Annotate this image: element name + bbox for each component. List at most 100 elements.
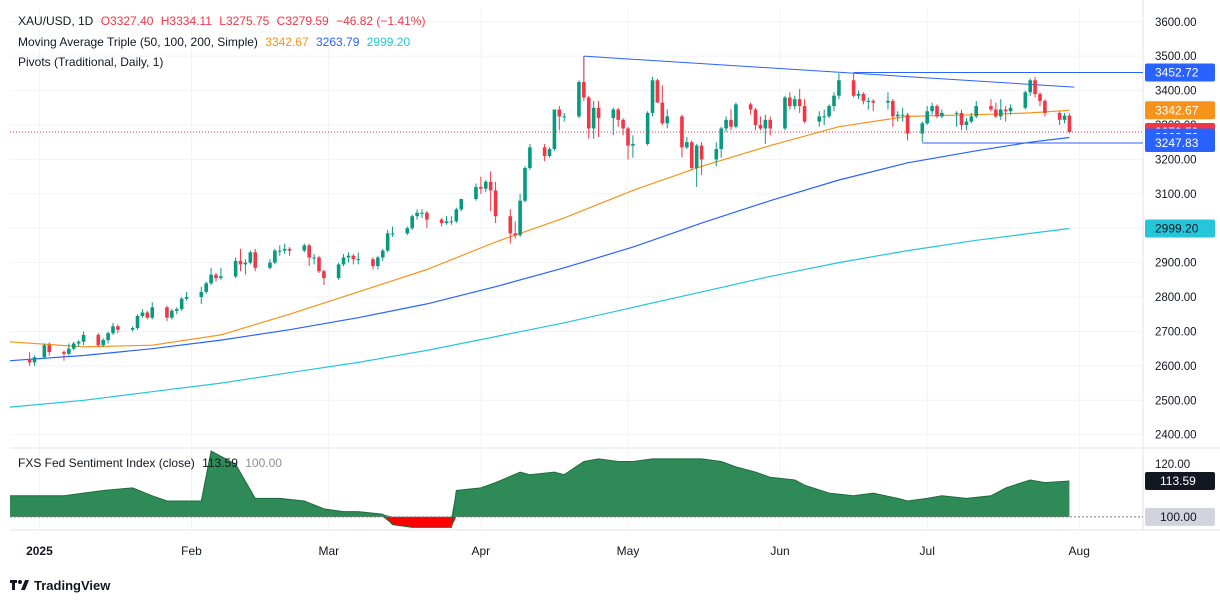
candle-body [1008, 107, 1013, 112]
sentiment-value: 113.59 [202, 456, 238, 470]
candle-body [165, 307, 169, 318]
tradingview-logo-text: TradingView [34, 578, 111, 593]
candle-body [47, 345, 52, 353]
candle-body [645, 112, 650, 144]
candle-body [425, 212, 429, 220]
candle-body [380, 250, 385, 258]
candle-body [479, 186, 483, 189]
tradingview-logo[interactable]: TradingView [10, 578, 110, 593]
candle-body [900, 114, 905, 116]
candle-body [964, 121, 969, 125]
candle-body [268, 262, 272, 268]
candle-body [277, 250, 282, 252]
candle-body [998, 109, 1003, 117]
candle-body [150, 307, 155, 318]
sentiment-title: FXS Fed Sentiment Index (close) [18, 456, 195, 470]
candle-body [827, 106, 831, 117]
candle-body [655, 80, 660, 103]
candle-body [866, 100, 871, 102]
candle-body [307, 245, 311, 258]
candle-body [699, 145, 704, 160]
legend-close: C3279.59 [276, 14, 329, 28]
candle-body [660, 102, 665, 124]
candle-body [621, 119, 625, 129]
candle-body [616, 109, 620, 120]
legend-ma200-value: 2999.20 [366, 35, 411, 49]
candle-body [591, 107, 596, 129]
candle-body [101, 340, 105, 346]
time-tick-label: Jul [920, 544, 935, 558]
candle-body [454, 209, 459, 222]
candle-body [493, 190, 498, 217]
price-badge-label: 3452.72 [1155, 65, 1199, 79]
candle-body [734, 104, 738, 127]
candle-body [483, 181, 488, 189]
candle-body [729, 119, 733, 127]
time-tick-label: Feb [181, 544, 202, 558]
candle-body [724, 119, 728, 129]
price-tick-label: 2600.00 [1155, 361, 1197, 373]
price-tick-label: 2800.00 [1155, 292, 1197, 304]
candle-body [439, 219, 444, 224]
candle-body [626, 128, 630, 146]
candle-body [523, 168, 527, 201]
candle-body [111, 326, 115, 334]
candle-body [680, 116, 684, 148]
candle-body [694, 145, 699, 169]
candle-body [513, 233, 517, 236]
candle-body [179, 298, 184, 310]
price-tick-label: 3500.00 [1155, 51, 1197, 63]
price-tick-label: 2700.00 [1155, 326, 1197, 338]
candle-body [371, 259, 375, 267]
candle-body [170, 310, 174, 318]
price-tick-label: 2500.00 [1155, 395, 1197, 407]
candle-body [238, 260, 243, 265]
legend-ma[interactable]: Moving Average Triple (50, 100, 200, Sim… [18, 35, 414, 49]
candle-body [204, 283, 208, 292]
candle-body [351, 255, 356, 260]
candle-body [797, 99, 802, 107]
candle-body [837, 80, 841, 96]
candle-body [542, 147, 547, 156]
legend-symbol: XAU/USD, 1D [18, 14, 94, 28]
candle-body [32, 357, 37, 363]
legend-open: O3327.40 [100, 14, 154, 28]
candle-body [832, 95, 836, 107]
candle-body [817, 116, 822, 122]
candle-body [1062, 115, 1067, 120]
candle-body [322, 271, 326, 279]
candle-body [935, 106, 939, 117]
candle-body [631, 143, 635, 146]
time-tick-label: Aug [1069, 544, 1090, 558]
moving-average-line [9, 227, 1070, 408]
candle-body [994, 109, 998, 117]
sentiment-baseline-badge [1145, 507, 1215, 526]
candle-body [689, 142, 694, 169]
legend-low: L3275.75 [219, 14, 270, 28]
time-tick-label: Jun [770, 544, 789, 558]
candle-body [562, 116, 567, 118]
candle-body [302, 245, 307, 251]
candle-body [959, 112, 964, 125]
candle-body [792, 99, 797, 107]
price-badge [1145, 219, 1215, 238]
candle-body [420, 212, 424, 214]
legend-sentiment[interactable]: FXS Fed Sentiment Index (close) 113.59 1… [18, 456, 286, 470]
candle-body [802, 106, 807, 122]
price-tick-label: 2900.00 [1155, 258, 1197, 270]
candle-body [135, 315, 140, 329]
candle-body [81, 334, 86, 342]
legend-pivots[interactable]: Pivots (Traditional, Daily, 1) [18, 55, 167, 69]
price-tick-label: 3400.00 [1155, 86, 1197, 98]
time-tick-label: May [617, 544, 640, 558]
candle-body [273, 250, 277, 263]
candle-body [233, 260, 238, 277]
legend-high: H3334.11 [160, 14, 212, 28]
candle-body [925, 111, 929, 124]
candle-body [974, 106, 979, 117]
candle-body [758, 124, 763, 129]
candle-body [586, 97, 591, 129]
candle-body [1023, 92, 1028, 108]
candle-body [145, 312, 150, 318]
